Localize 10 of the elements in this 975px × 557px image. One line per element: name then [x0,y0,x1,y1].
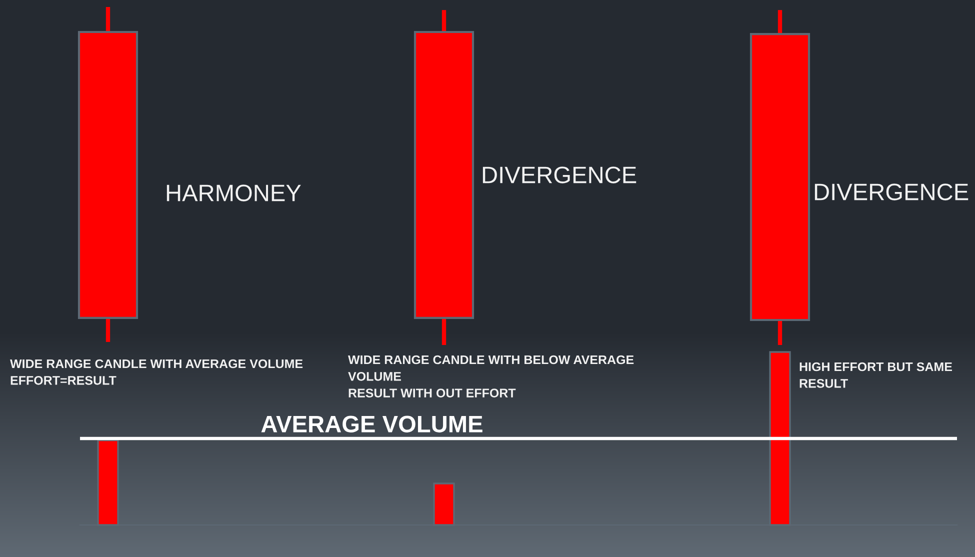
annotation: WIDE RANGE CANDLE WITH BELOW AVERAGE VOLUME RESULT WITH OUT EFFORT [348,355,634,398]
annotation: HIGH EFFORT BUT SAME RESULT [800,362,952,388]
candlestick [414,10,474,345]
ref-line-label: AVERAGE VOLUME [261,416,482,432]
annotation: WIDE RANGE CANDLE WITH AVERAGE VOLUME EFFORT=RESULT [10,359,303,385]
annotation: HARMONEY [166,184,301,202]
annotation: DIVERGENCE [814,184,968,200]
candlestick [78,7,138,342]
annotation: DIVERGENCE [482,166,636,184]
candlestick [750,10,810,345]
